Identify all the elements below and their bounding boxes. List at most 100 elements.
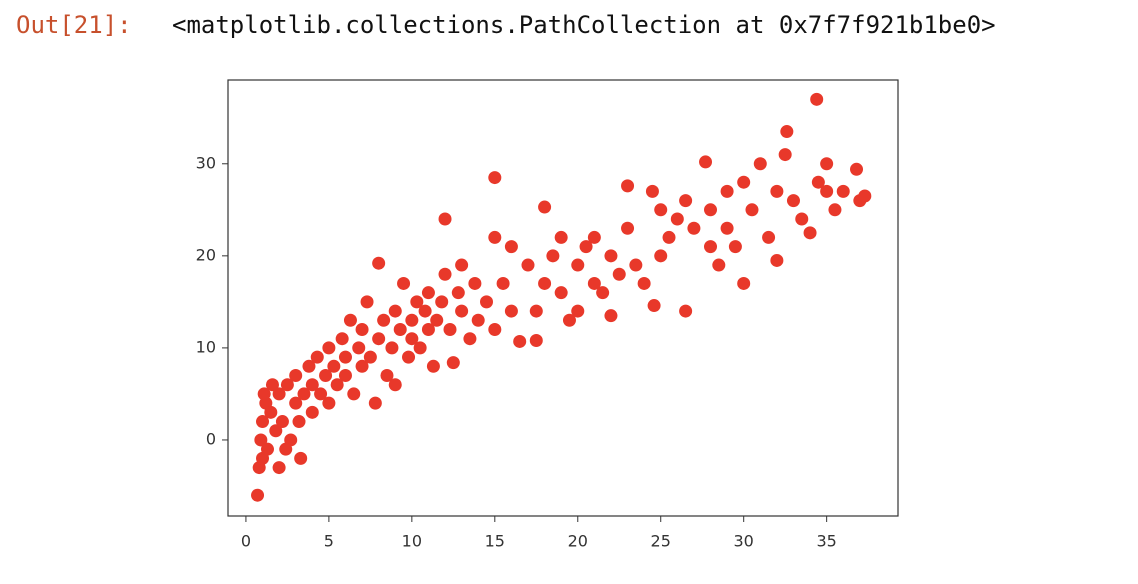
scatter-point	[314, 387, 328, 401]
scatter-point	[251, 488, 265, 502]
scatter-point	[770, 184, 784, 198]
scatter-point	[468, 276, 482, 290]
scatter-point	[654, 203, 668, 217]
scatter-point	[504, 304, 518, 318]
scatter-point	[430, 313, 444, 327]
scatter-point	[421, 322, 435, 336]
scatter-point	[687, 221, 701, 235]
scatter-point	[737, 276, 751, 290]
scatter-point	[645, 184, 659, 198]
x-tick-label: 10	[402, 532, 422, 551]
scatter-point	[770, 253, 784, 267]
scatter-point	[355, 359, 369, 373]
scatter-point	[438, 267, 452, 281]
scatter-point	[347, 387, 361, 401]
scatter-point	[596, 286, 610, 300]
scatter-point	[438, 212, 452, 226]
scatter-point	[637, 276, 651, 290]
scatter-point	[319, 369, 333, 383]
scatter-point	[455, 258, 469, 272]
scatter-point	[443, 322, 457, 336]
scatter-point	[426, 359, 440, 373]
scatter-point	[753, 157, 767, 171]
x-tick-label: 25	[651, 532, 671, 551]
scatter-point	[488, 230, 502, 244]
scatter-point	[704, 203, 718, 217]
scatter-point	[305, 378, 319, 392]
scatter-point	[413, 341, 427, 355]
scatter-point	[554, 230, 568, 244]
scatter-point	[554, 286, 568, 300]
scatter-point	[279, 442, 293, 456]
x-tick-label: 35	[816, 532, 836, 551]
scatter-point	[372, 256, 386, 270]
scatter-point	[621, 221, 635, 235]
scatter-point	[720, 221, 734, 235]
output-text: <matplotlib.collections.PathCollection a…	[172, 11, 996, 39]
scatter-point	[372, 332, 386, 346]
scatter-point	[305, 405, 319, 419]
scatter-point	[546, 249, 560, 263]
scatter-point	[338, 369, 352, 383]
scatter-point	[446, 356, 460, 370]
scatter-point	[820, 157, 834, 171]
scatter-point	[538, 200, 552, 214]
scatter-point	[679, 304, 693, 318]
y-tick-label: 30	[196, 153, 216, 172]
x-tick-label: 15	[485, 532, 505, 551]
scatter-point	[778, 148, 792, 162]
scatter-point	[780, 125, 794, 139]
x-tick-label: 30	[734, 532, 754, 551]
scatter-point	[562, 313, 576, 327]
y-tick-label: 0	[206, 429, 216, 448]
scatter-point	[529, 304, 543, 318]
x-tick-label: 0	[241, 532, 251, 551]
scatter-point	[858, 189, 872, 203]
scatter-point	[327, 359, 341, 373]
scatter-point	[280, 378, 294, 392]
scatter-point	[310, 350, 324, 364]
scatter-point	[380, 369, 394, 383]
scatter-point	[264, 405, 278, 419]
scatter-point	[720, 184, 734, 198]
scatter-point	[521, 258, 535, 272]
out-prompt: Out[21]:	[16, 11, 132, 39]
scatter-point	[786, 194, 800, 208]
scatter-point	[377, 313, 391, 327]
scatter-point	[745, 203, 759, 217]
scatter-point	[488, 171, 502, 185]
scatter-point	[421, 286, 435, 300]
scatter-point	[256, 415, 270, 429]
scatter-point	[360, 295, 374, 309]
scatter-point	[297, 387, 311, 401]
scatter-point	[463, 332, 477, 346]
scatter-point	[388, 304, 402, 318]
scatter-point	[538, 276, 552, 290]
scatter-point	[355, 322, 369, 336]
scatter-point	[699, 155, 713, 169]
scatter-point	[343, 313, 357, 327]
scatter-point	[504, 240, 518, 254]
scatter-point	[488, 322, 502, 336]
scatter-point	[850, 162, 864, 176]
scatter-point	[254, 433, 268, 447]
scatter-point	[405, 332, 419, 346]
scatter-point	[704, 240, 718, 254]
scatter-point	[393, 322, 407, 336]
scatter-point	[795, 212, 809, 226]
scatter-point	[679, 194, 693, 208]
scatter-point	[260, 442, 274, 456]
scatter-point	[513, 334, 527, 348]
scatter-point	[363, 350, 377, 364]
scatter-point	[322, 341, 336, 355]
scatter-point	[292, 415, 306, 429]
scatter-point	[418, 304, 432, 318]
y-tick-label: 10	[196, 337, 216, 356]
scatter-point	[579, 240, 593, 254]
scatter-point	[322, 396, 336, 410]
scatter-point	[272, 461, 286, 475]
scatter-point	[803, 226, 817, 240]
scatter-point	[604, 249, 618, 263]
